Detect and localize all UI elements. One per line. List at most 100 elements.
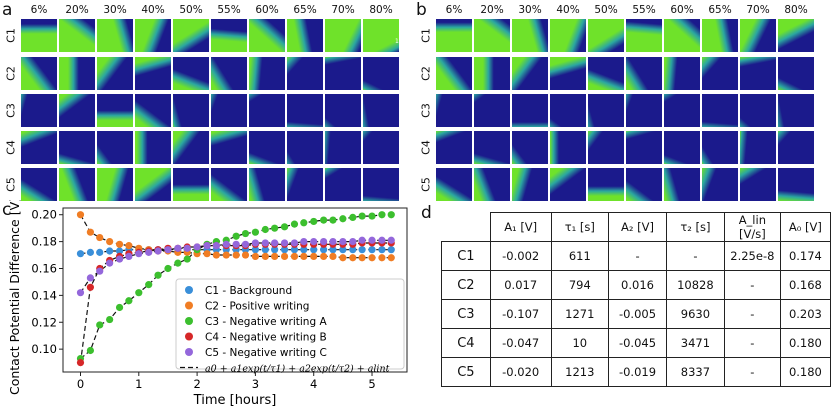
data-point [125,252,133,260]
y-tick-label: 0.14 [31,288,57,302]
grid-a-tile [97,131,133,164]
grid-b-tile [550,168,586,201]
grid-a-tile [325,19,361,52]
grid-b-tile [740,57,776,90]
data-point [86,346,95,355]
table-cell: 0.180 [779,328,831,358]
data-point [115,303,124,312]
data-point [106,247,114,255]
data-point [349,238,357,246]
data-point [86,274,95,282]
table-cell: -0.020 [489,357,552,387]
grid-a-column-label: 65% [293,4,317,16]
grid-b-tile [664,94,700,127]
data-point [145,248,153,256]
grid-a-tile [211,19,247,52]
grid-a-tile [363,168,399,201]
grid-a-tile [249,94,285,127]
grid-a-column-label: 55% [217,4,241,16]
panel-label-c: c [2,200,12,220]
table-cell: 9630 [665,299,725,329]
data-point [368,212,376,220]
grid-b-column-label: 40% [556,4,580,16]
y-tick-label: 0.20 [31,208,57,222]
grid-b-tile [550,94,586,127]
table-row-label: C4 [441,328,491,358]
data-point [339,215,347,223]
data-point [251,239,260,247]
y-axis-title: Contact Potential Difference [V] [7,200,22,395]
grid-a-tile [97,168,133,201]
grid-b-tile [512,94,548,127]
grid-a-column-label: 20% [65,4,89,16]
data-point [183,255,191,263]
data-point [203,242,211,250]
grid-b-tile [474,168,510,201]
table-row: C4 -0.047 10 -0.045 3471-0.180 [441,328,831,358]
table-cell: 0.203 [779,299,831,329]
grid-b-tile [474,19,510,52]
table-cell: 0.017 [489,270,552,300]
data-point [387,246,395,254]
data-point [378,211,386,219]
table-cell: 0.174 [779,241,831,271]
legend-marker [185,286,193,294]
data-point [290,252,299,260]
grid-b-tile [778,168,814,201]
data-point [135,289,143,297]
grid-a-column-label: 70% [331,4,355,16]
data-point [349,213,357,222]
legend-marker [185,348,193,356]
grid-a-tile [363,19,399,52]
grid-a-tile [21,168,57,201]
legend-marker [185,301,193,310]
grid-b-tile [778,94,814,127]
grid-b-tile [588,57,624,90]
grid-a-tile [21,131,57,164]
data-point [271,239,279,247]
grid-a-tile [211,57,247,90]
table-cell: 1271 [550,299,610,329]
x-tick-label: 2 [193,377,200,391]
data-point [76,289,85,297]
data-point [320,216,328,224]
grid-a-column-label: 6% [30,4,48,16]
data-point [329,238,337,246]
grid-a-tile [135,19,171,52]
legend-label: C4 - Negative writing B [205,332,327,344]
grid-b-tile [436,19,472,52]
table-cell: -0.005 [608,299,667,329]
table-header-a1: A₁ [V] [489,212,552,242]
grid-a-tile [59,57,95,90]
data-point [115,247,124,255]
data-point [261,252,269,260]
data-point [271,246,279,254]
grid-b-tile [436,94,472,127]
grid-a-row-label: C4 [4,140,18,155]
grid-a-tile [287,94,323,127]
data-point [232,240,240,248]
grid-a-tile [325,57,361,90]
grid-a-tile [249,168,285,201]
data-point [387,254,395,262]
grid-b-tile [626,19,662,52]
grid-b-tile [474,57,510,90]
grid-a-row-label: C3 [4,103,18,118]
data-point [86,248,95,256]
grid-b-tile [664,19,700,52]
data-point [106,315,114,324]
table-cell: - [723,357,781,387]
grid-a-column-label: 30% [103,4,127,16]
data-point [261,225,269,234]
data-point [125,297,133,305]
table-cell: -0.107 [489,299,552,329]
grid-b-row-label: C4 [419,140,433,155]
data-point [212,251,220,259]
table-row-label: C3 [441,299,491,329]
grid-b-tile [740,19,776,52]
data-point [339,238,347,246]
data-point [241,251,250,259]
grid-b-column-label: 6% [445,4,463,16]
data-point [349,254,357,262]
data-point [135,250,143,258]
